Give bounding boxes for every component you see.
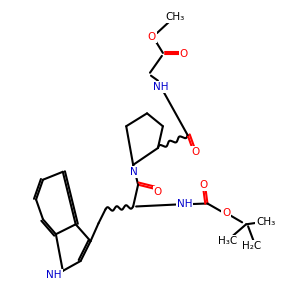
Text: N: N [130, 167, 138, 177]
Text: NH: NH [153, 82, 169, 92]
Text: CH₃: CH₃ [256, 217, 275, 227]
Text: O: O [222, 208, 230, 218]
Text: O: O [191, 147, 200, 157]
Text: O: O [154, 187, 162, 196]
Text: H₂C: H₂C [242, 241, 262, 251]
Text: NH: NH [46, 270, 62, 280]
Text: H₃C: H₃C [218, 236, 237, 246]
Text: O: O [180, 49, 188, 59]
Text: O: O [200, 180, 208, 190]
Text: O: O [148, 32, 156, 42]
Text: NH: NH [177, 200, 192, 209]
Text: CH₃: CH₃ [165, 12, 184, 22]
